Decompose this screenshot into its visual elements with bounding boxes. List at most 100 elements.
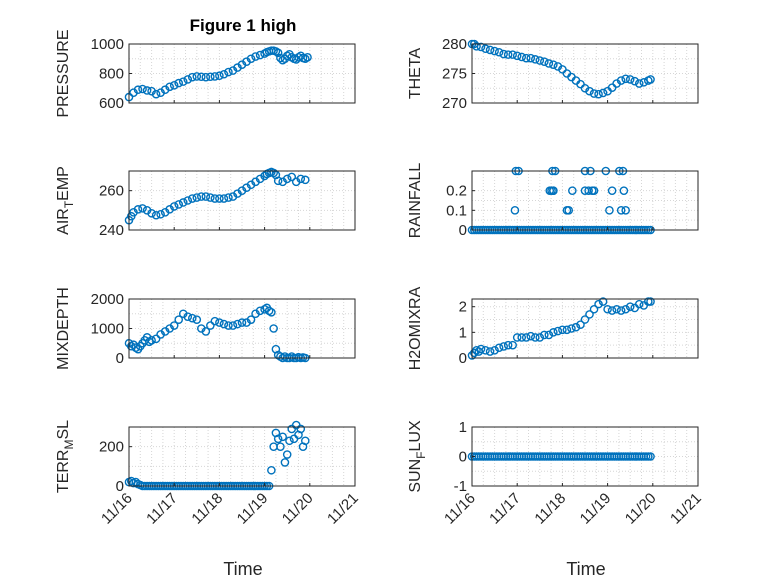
data-point-h2omixra bbox=[490, 346, 499, 355]
data-point-pressure bbox=[138, 84, 147, 94]
x-tick-label: 11/21 bbox=[667, 490, 705, 528]
data-point-pressure bbox=[187, 72, 197, 82]
data-point-h2omixra bbox=[549, 328, 558, 337]
data-point-pressure bbox=[169, 81, 179, 90]
y-tick-label: 200 bbox=[99, 439, 124, 456]
data-point-air_temp bbox=[133, 205, 143, 214]
data-point-mixdepth bbox=[219, 319, 229, 329]
data-point-pressure bbox=[255, 50, 265, 60]
figure-title: Figure 1 high bbox=[190, 16, 297, 35]
data-point-terr_msl bbox=[300, 436, 310, 446]
data-point-mixdepth bbox=[233, 319, 242, 329]
data-point-h2omixra bbox=[634, 299, 644, 309]
x-tick-label: 11/16 bbox=[98, 490, 136, 528]
data-point-h2omixra bbox=[558, 325, 567, 335]
panel-h2omixra: 0 1 2 H2OMIXRA bbox=[407, 286, 699, 370]
plot-area-air_temp bbox=[129, 171, 355, 230]
data-point-pressure bbox=[197, 72, 206, 82]
data-point-h2omixra bbox=[612, 304, 621, 314]
data-point-air_temp bbox=[296, 174, 306, 184]
data-point-mixdepth bbox=[237, 318, 247, 327]
data-point-h2omixra bbox=[576, 320, 585, 329]
y-axis-label-pressure: PRESSURE bbox=[55, 29, 72, 117]
panel-air_temp: 240 260 AIRTEMP bbox=[55, 166, 356, 239]
x-tick-label: 11/20 bbox=[622, 490, 660, 528]
data-point-air_temp bbox=[138, 204, 147, 213]
data-point-terr_msl bbox=[267, 465, 276, 475]
data-point-mixdepth bbox=[206, 321, 215, 330]
data-point-mixdepth bbox=[228, 321, 238, 330]
data-point-mixdepth bbox=[267, 307, 276, 317]
data-point-pressure bbox=[201, 72, 211, 82]
data-point-air_temp bbox=[201, 192, 211, 201]
data-point-terr_msl bbox=[276, 442, 285, 451]
x-tick-label: 11/18 bbox=[188, 490, 226, 528]
data-point-pressure bbox=[210, 72, 220, 81]
data-point-mixdepth bbox=[174, 315, 184, 324]
data-point-theta bbox=[512, 51, 522, 61]
data-point-terr_msl bbox=[278, 432, 287, 442]
y-tick-label: -1 bbox=[454, 478, 467, 495]
data-point-h2omixra bbox=[517, 333, 527, 342]
x-tick-label: 11/16 bbox=[441, 490, 479, 528]
data-point-theta bbox=[503, 50, 513, 59]
data-point-mixdepth bbox=[246, 315, 256, 324]
data-point-air_temp bbox=[282, 174, 292, 184]
data-point-theta bbox=[499, 49, 508, 59]
data-point-mixdepth bbox=[269, 324, 278, 333]
plot-area-terr_msl bbox=[129, 427, 355, 486]
data-point-theta bbox=[494, 47, 504, 57]
data-point-h2omixra bbox=[476, 344, 486, 354]
data-point-rainfall bbox=[564, 206, 574, 215]
axes-frame-rainfall bbox=[471, 170, 699, 231]
data-point-mixdepth bbox=[201, 327, 211, 336]
data-point-air_temp bbox=[269, 168, 278, 178]
y-tick-label: 280 bbox=[442, 36, 467, 53]
data-point-theta bbox=[476, 42, 486, 52]
data-point-terr_msl bbox=[280, 458, 290, 467]
data-point-theta bbox=[585, 86, 594, 96]
data-point-pressure bbox=[151, 89, 161, 99]
data-point-h2omixra bbox=[544, 330, 554, 340]
data-point-pressure bbox=[303, 52, 312, 62]
data-point-h2omixra bbox=[553, 326, 563, 336]
data-point-h2omixra bbox=[499, 342, 508, 351]
data-point-terr_msl bbox=[282, 450, 292, 459]
y-tick-label: 240 bbox=[99, 222, 124, 239]
data-point-theta bbox=[639, 78, 649, 87]
panel-rainfall: 0 0.1 0.2 RAINFALL bbox=[407, 163, 699, 239]
y-axis-label-rainfall: RAINFALL bbox=[407, 163, 424, 239]
data-point-h2omixra bbox=[571, 322, 581, 332]
data-point-rainfall bbox=[584, 186, 593, 195]
data-point-pressure bbox=[224, 67, 233, 77]
data-point-h2omixra bbox=[567, 324, 576, 333]
y-tick-label: 260 bbox=[99, 183, 124, 200]
data-point-theta bbox=[530, 55, 540, 64]
data-point-rainfall bbox=[607, 186, 617, 195]
data-point-theta bbox=[621, 74, 630, 84]
data-point-h2omixra bbox=[607, 306, 617, 315]
data-point-pressure bbox=[178, 77, 188, 86]
data-point-theta bbox=[508, 50, 517, 59]
data-point-air_temp bbox=[156, 209, 165, 219]
x-tick-label: 11/19 bbox=[577, 490, 615, 528]
data-point-mixdepth bbox=[169, 321, 179, 330]
y-tick-label: 0.1 bbox=[446, 202, 467, 219]
y-tick-label: 1000 bbox=[91, 36, 124, 53]
data-point-h2omixra bbox=[469, 348, 479, 358]
data-point-theta bbox=[521, 53, 531, 63]
data-point-h2omixra bbox=[589, 304, 599, 314]
data-point-mixdepth bbox=[183, 312, 193, 322]
panel-sun_flux: -1 0 1 11/16 11/17 11/18 11/19 11/20 11/21 SUNFLU… bbox=[407, 419, 705, 528]
y-tick-label: 2 bbox=[459, 299, 467, 316]
data-point-terr_msl bbox=[273, 434, 283, 444]
y-tick-label: 0 bbox=[459, 222, 467, 239]
data-point-mixdepth bbox=[255, 306, 265, 316]
x-tick-label: 11/17 bbox=[486, 490, 524, 528]
panel-terr_msl: 0 200 11/16 11/17 11/18 11/19 11/20 11/21 TERRMS… bbox=[55, 420, 362, 528]
y-axis-label-mixdepth: MIXDEPTH bbox=[55, 287, 72, 370]
y-tick-label: 0 bbox=[459, 449, 467, 466]
data-point-mixdepth bbox=[151, 334, 161, 344]
data-point-pressure bbox=[183, 75, 193, 84]
data-point-pressure bbox=[215, 71, 224, 81]
